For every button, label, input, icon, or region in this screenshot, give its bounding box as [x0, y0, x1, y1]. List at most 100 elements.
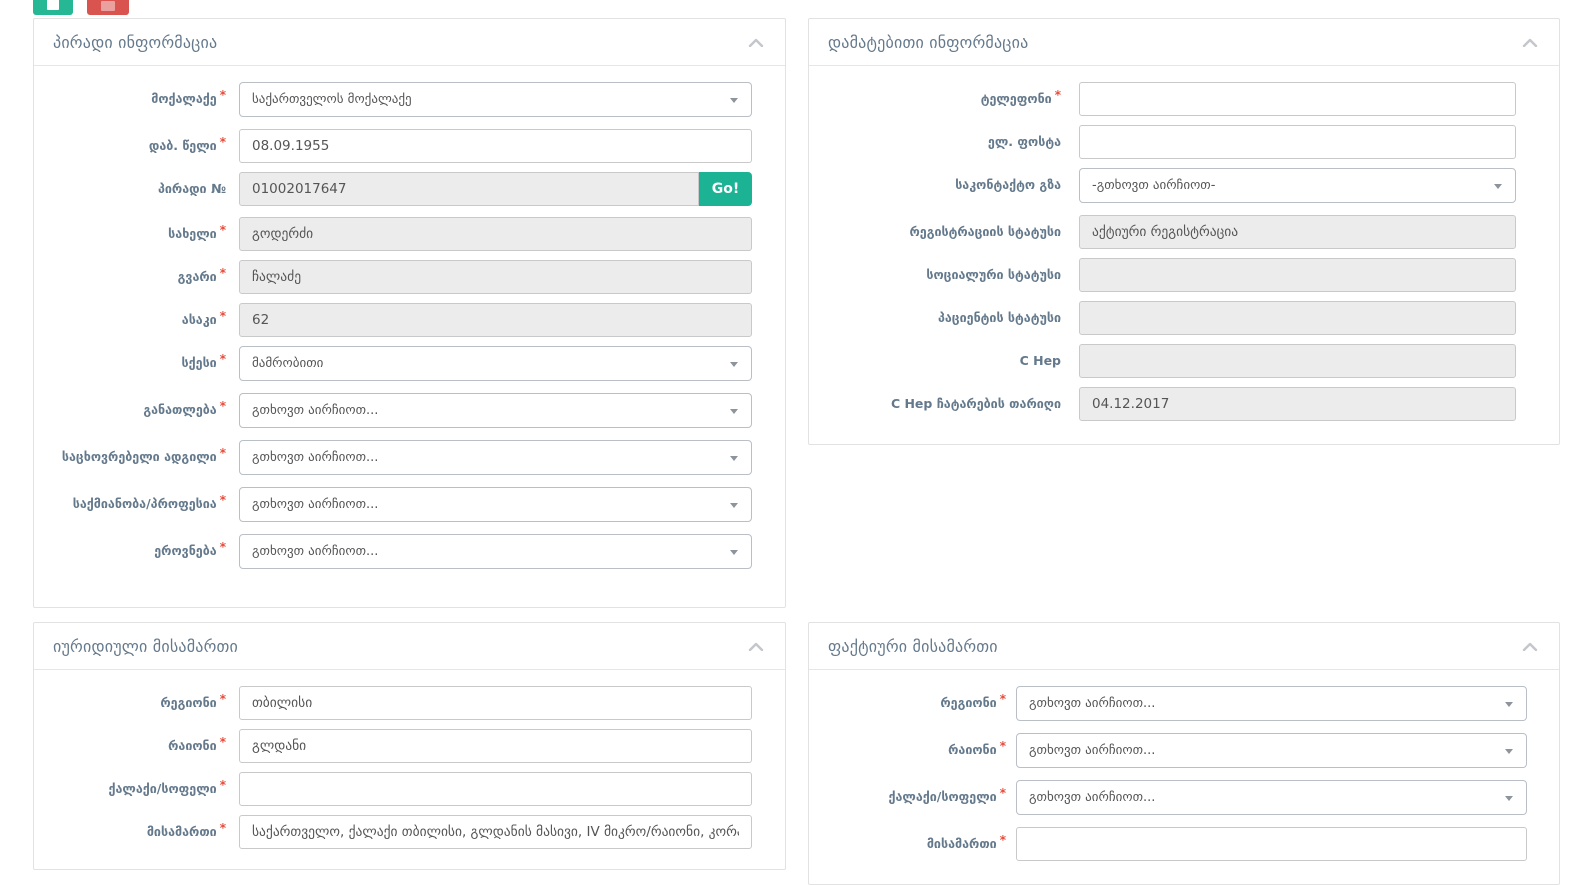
chevron-up-icon [1522, 642, 1538, 651]
last-name-input [239, 260, 752, 294]
field-row: საცხოვრებელი ადგილი * გთხოვთ აირჩიოთ... [54, 440, 752, 475]
residence-select[interactable]: გთხოვთ აირჩიოთ... [239, 440, 752, 475]
chevron-down-icon [730, 98, 738, 103]
citizen-select[interactable]: საქართველოს მოქალაქე [239, 82, 752, 117]
legal-address-panel: იურიდიული მისამართი რეგიონი* რაიონი* ქალ… [33, 622, 786, 870]
collapse-panel-button[interactable] [746, 36, 766, 49]
actual-city-village-select[interactable]: გთხოვთ აირჩიოთ... [1016, 780, 1527, 815]
field-row: სოციალური სტატუსი [829, 258, 1516, 292]
ethnicity-select[interactable]: გთხოვთ აირჩიოთ... [239, 534, 752, 569]
field-row: ეროვნება * გთხოვთ აირჩიოთ... [54, 534, 752, 569]
field-row: სქესი * მამრობითი [54, 346, 752, 381]
c-hep-label: C Hep [1019, 353, 1061, 368]
actual-district-select[interactable]: გთხოვთ აირჩიოთ... [1016, 733, 1527, 768]
field-row: მისამართი * [829, 827, 1527, 861]
chevron-up-icon [748, 642, 764, 651]
citizen-label: მოქალაქე * [151, 88, 226, 106]
field-row: სახელი * [54, 217, 752, 251]
birth-date-label: დაბ. წელი * [148, 135, 226, 153]
field-row: რეგიონი * [54, 686, 752, 720]
chevron-up-icon [748, 38, 764, 47]
go-button[interactable]: Go! [699, 172, 752, 206]
patient-status-input [1079, 301, 1516, 335]
actual-district-label: რაიონი * [948, 739, 1006, 757]
c-hep-date-input [1079, 387, 1516, 421]
actual-city-village-select-value: გთხოვთ აირჩიოთ... [1029, 790, 1156, 805]
legal-region-input[interactable] [239, 686, 752, 720]
phone-input[interactable] [1079, 82, 1516, 116]
personal-number-label: პირადი № [157, 181, 226, 196]
c-hep-input [1079, 344, 1516, 378]
chevron-down-icon [1505, 702, 1513, 707]
actual-city-village-label: ქალაქი/სოფელი * [888, 786, 1007, 804]
save-button[interactable] [33, 0, 73, 15]
contact-way-label: საკონტაქტო გზა [955, 177, 1061, 192]
panel-header: დამატებითი ინფორმაცია [809, 19, 1559, 66]
age-input [239, 303, 752, 337]
chevron-down-icon [730, 409, 738, 414]
field-row: განათლება * გთხოვთ აირჩიოთ... [54, 393, 752, 428]
registration-status-label: რეგისტრაციის სტატუსი [909, 224, 1061, 239]
collapse-panel-button[interactable] [1520, 640, 1540, 653]
legal-city-village-input[interactable] [239, 772, 752, 806]
chevron-down-icon [730, 362, 738, 367]
contact-way-select[interactable]: -გთხოვთ აირჩიოთ- [1079, 168, 1516, 203]
field-row: დაბ. წელი * [54, 129, 752, 163]
first-name-label: სახელი * [168, 223, 226, 241]
actual-region-select[interactable]: გთხოვთ აირჩიოთ... [1016, 686, 1527, 721]
occupation-select[interactable]: გთხოვთ აირჩიოთ... [239, 487, 752, 522]
actual-region-select-value: გთხოვთ აირჩიოთ... [1029, 696, 1156, 711]
residence-label: საცხოვრებელი ადგილი * [61, 446, 226, 464]
field-row: რეგისტრაციის სტატუსი [829, 215, 1516, 249]
sex-select-value: მამრობითი [252, 356, 324, 371]
actual-address-label: მისამართი * [926, 833, 1006, 851]
panel-title: პირადი ინფორმაცია [53, 32, 218, 52]
education-label: განათლება * [143, 399, 226, 417]
social-status-label: სოციალური სტატუსი [926, 267, 1061, 282]
chevron-up-icon [1522, 38, 1538, 47]
additional-info-panel: დამატებითი ინფორმაცია ტელეფონი * ელ. ფოსტ… [808, 18, 1560, 445]
field-row: ქალაქი/სოფელი * [54, 772, 752, 806]
field-row: ქალაქი/სოფელი * გთხოვთ აირჩიოთ... [829, 780, 1527, 815]
chevron-down-icon [1494, 184, 1502, 189]
actual-region-label: რეგიონი * [940, 692, 1006, 710]
collapse-panel-button[interactable] [1520, 36, 1540, 49]
social-status-input [1079, 258, 1516, 292]
field-row: რაიონი * [54, 729, 752, 763]
chevron-down-icon [1505, 796, 1513, 801]
field-row: C Hep ჩატარების თარიღი [829, 387, 1516, 421]
education-select[interactable]: გთხოვთ აირჩიოთ... [239, 393, 752, 428]
legal-region-label: რეგიონი * [160, 692, 226, 710]
panel-header: პირადი ინფორმაცია [34, 19, 785, 66]
sex-label: სქესი * [181, 352, 226, 370]
birth-date-input[interactable] [239, 129, 752, 163]
delete-icon [101, 1, 115, 11]
c-hep-date-label: C Hep ჩატარების თარიღი [890, 396, 1061, 411]
delete-button[interactable] [87, 0, 129, 15]
sex-select[interactable]: მამრობითი [239, 346, 752, 381]
education-select-value: გთხოვთ აირჩიოთ... [252, 403, 379, 418]
field-row: საკონტაქტო გზა -გთხოვთ აირჩიოთ- [829, 168, 1516, 203]
field-row: ელ. ფოსტა [829, 125, 1516, 159]
panel-title: ფაქტიური მისამართი [828, 636, 998, 656]
collapse-panel-button[interactable] [746, 640, 766, 653]
field-row: საქმიანობა/პროფესია * გთხოვთ აირჩიოთ... [54, 487, 752, 522]
field-row: პირადი № Go! [54, 172, 752, 206]
panel-header: ფაქტიური მისამართი [809, 623, 1559, 670]
ethnicity-select-value: გთხოვთ აირჩიოთ... [252, 544, 379, 559]
age-label: ასაკი * [181, 309, 226, 327]
occupation-label: საქმიანობა/პროფესია * [72, 493, 226, 511]
actual-address-input[interactable] [1016, 827, 1527, 861]
personal-info-panel: პირადი ინფორმაცია მოქალაქე * საქართველოს … [33, 18, 786, 608]
actual-district-select-value: გთხოვთ აირჩიოთ... [1029, 743, 1156, 758]
panel-header: იურიდიული მისამართი [34, 623, 785, 670]
legal-district-input[interactable] [239, 729, 752, 763]
registration-status-input [1079, 215, 1516, 249]
legal-address-input[interactable] [239, 815, 752, 849]
field-row: C Hep [829, 344, 1516, 378]
contact-way-select-value: -გთხოვთ აირჩიოთ- [1092, 178, 1216, 193]
chevron-down-icon [1505, 749, 1513, 754]
phone-label: ტელეფონი * [980, 88, 1061, 106]
occupation-select-value: გთხოვთ აირჩიოთ... [252, 497, 379, 512]
email-input[interactable] [1079, 125, 1516, 159]
